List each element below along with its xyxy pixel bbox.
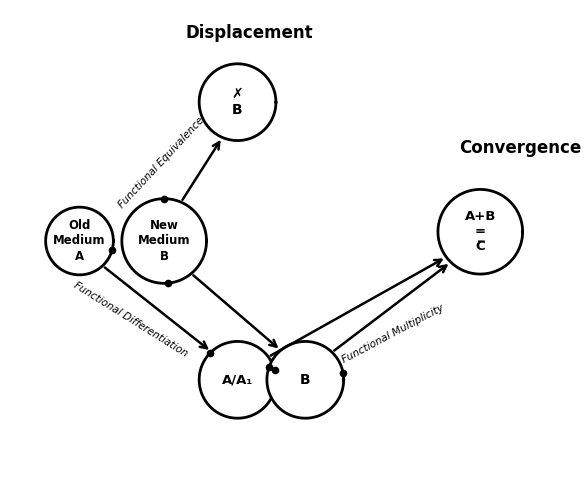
Polygon shape bbox=[122, 199, 206, 283]
Text: ✗
B: ✗ B bbox=[232, 87, 243, 117]
Polygon shape bbox=[199, 64, 276, 141]
Polygon shape bbox=[438, 189, 523, 274]
Polygon shape bbox=[267, 341, 343, 418]
Text: Functional Equivalence: Functional Equivalence bbox=[116, 115, 206, 210]
Text: Convergence: Convergence bbox=[459, 139, 581, 157]
Text: Functional Multiplicity: Functional Multiplicity bbox=[340, 302, 445, 365]
Text: Old
Medium
A: Old Medium A bbox=[54, 219, 106, 263]
Polygon shape bbox=[46, 207, 113, 275]
Text: A/A₁: A/A₁ bbox=[222, 374, 253, 386]
Text: New
Medium
B: New Medium B bbox=[138, 219, 191, 263]
Text: A+B
=
C̅: A+B = C̅ bbox=[465, 210, 496, 253]
Polygon shape bbox=[199, 341, 276, 418]
Text: Displacement: Displacement bbox=[185, 24, 313, 41]
Text: Functional Differentiation: Functional Differentiation bbox=[72, 281, 189, 359]
Text: B: B bbox=[300, 373, 310, 387]
